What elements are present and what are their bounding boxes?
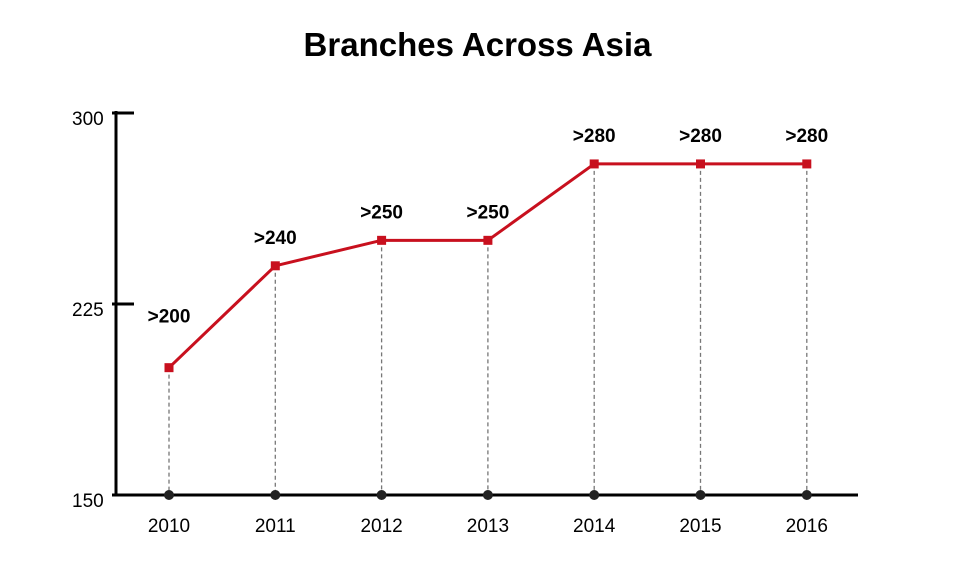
data-label-2015: >280 [679, 126, 722, 147]
y-tick-label-300: 300 [72, 109, 104, 130]
x-tick-label-2012: 2012 [360, 516, 402, 537]
data-label-2016: >280 [785, 126, 828, 147]
base-marker-2011 [270, 490, 281, 500]
data-point-2013 [483, 235, 493, 245]
axes [114, 111, 858, 497]
drop-lines [168, 163, 808, 495]
x-tick-label-2010: 2010 [148, 516, 190, 537]
data-point-2011 [270, 261, 280, 271]
data-point-2010 [164, 363, 174, 373]
data-label-2011: >240 [254, 228, 297, 249]
data-label-2013: >250 [467, 202, 510, 223]
data-point-2015 [696, 159, 705, 169]
data-point-2014 [589, 159, 599, 169]
series-line-group [167, 162, 807, 369]
base-marker-2012 [376, 490, 387, 500]
base-marker-2016 [801, 490, 812, 500]
data-point-2016 [802, 159, 812, 169]
data-label-2014: >280 [573, 126, 616, 147]
base-marker-2013 [482, 490, 493, 500]
x-tick-label-2015: 2015 [679, 516, 721, 537]
x-tick-labels: 2010 2011 2012 2013 2014 2015 2016 [148, 516, 828, 537]
x-tick-label-2013: 2013 [467, 516, 509, 537]
x-tick-label-2016: 2016 [786, 516, 828, 537]
y-ticks: 150 225 300 [72, 109, 134, 512]
series-line [167, 162, 807, 369]
x-tick-label-2011: 2011 [255, 516, 296, 537]
y-tick-label-150: 150 [72, 491, 104, 512]
data-points [164, 159, 812, 373]
data-labels: >200 >240 >250 >250 >280 >280 >280 [148, 126, 829, 328]
base-markers [164, 490, 812, 500]
data-label-2010: >200 [148, 307, 191, 328]
data-label-2012: >250 [360, 202, 403, 223]
base-marker-2014 [589, 490, 600, 500]
chart-title: Branches Across Asia [303, 26, 652, 63]
base-marker-2015 [695, 490, 706, 500]
data-point-2012 [377, 235, 387, 245]
y-tick-label-225: 225 [72, 300, 104, 321]
base-marker-2010 [164, 490, 174, 500]
x-tick-label-2014: 2014 [573, 516, 616, 537]
